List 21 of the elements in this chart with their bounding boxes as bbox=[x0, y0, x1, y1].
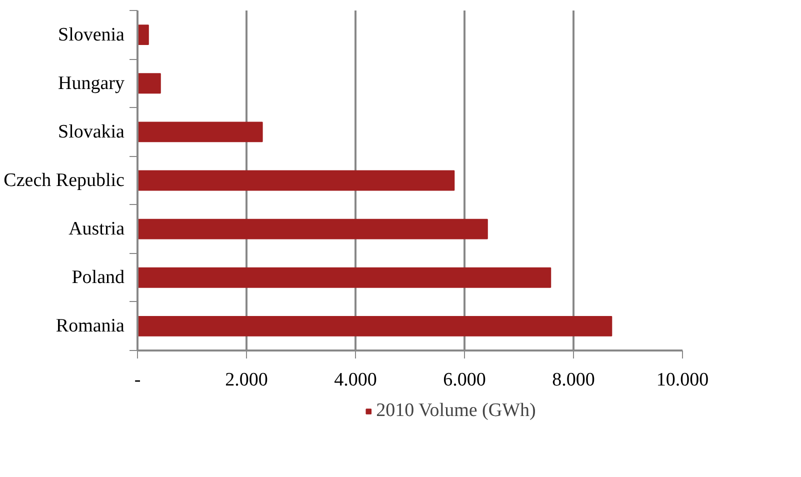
legend-label: 2010 Volume (GWh) bbox=[376, 400, 536, 422]
bar bbox=[138, 316, 612, 336]
bar bbox=[138, 122, 263, 142]
y-tick-label: Poland bbox=[72, 267, 125, 288]
x-tick-label: 6.000 bbox=[443, 370, 486, 390]
y-tick-label: Austria bbox=[68, 218, 126, 240]
y-tick-label: Romania bbox=[56, 316, 126, 337]
y-tick-label: Slovakia bbox=[58, 121, 126, 142]
y-tick-label: Czech Republic bbox=[4, 170, 125, 191]
y-tick-label: Hungary bbox=[58, 72, 125, 94]
bar bbox=[138, 218, 488, 240]
bar bbox=[138, 267, 552, 288]
x-tick-label: - bbox=[134, 370, 141, 390]
bar bbox=[138, 24, 149, 45]
x-tick-label: 4.000 bbox=[334, 370, 377, 390]
x-tick-label: 8.000 bbox=[552, 370, 595, 390]
bar bbox=[138, 170, 455, 191]
x-tick-label: 10.000 bbox=[656, 370, 709, 390]
x-tick-label: 2.000 bbox=[225, 370, 268, 390]
y-tick-label: Slovenia bbox=[58, 24, 126, 46]
bar bbox=[138, 73, 161, 94]
